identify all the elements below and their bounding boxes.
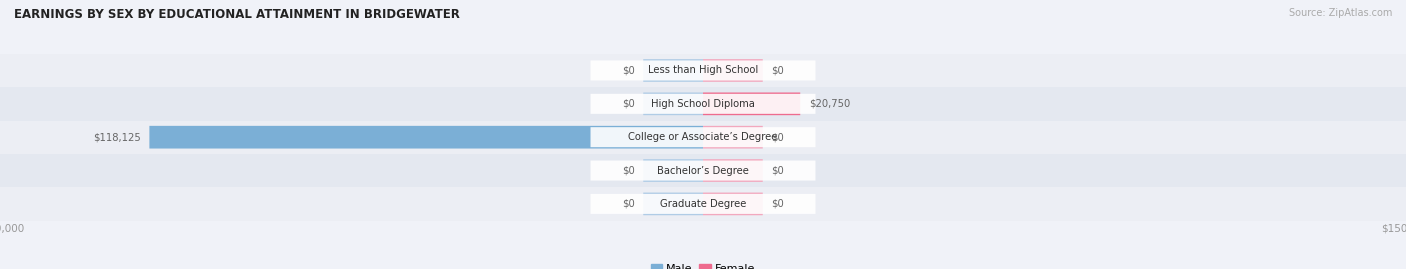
- FancyBboxPatch shape: [644, 193, 703, 215]
- FancyBboxPatch shape: [591, 161, 815, 180]
- Bar: [0, 87, 1406, 121]
- Bar: [0, 54, 1406, 87]
- FancyBboxPatch shape: [149, 126, 703, 148]
- FancyBboxPatch shape: [644, 59, 703, 82]
- FancyBboxPatch shape: [591, 94, 815, 114]
- FancyBboxPatch shape: [644, 159, 703, 182]
- Text: $0: $0: [772, 199, 785, 209]
- Text: $0: $0: [621, 199, 636, 209]
- Text: Less than High School: Less than High School: [648, 65, 758, 76]
- Text: Graduate Degree: Graduate Degree: [659, 199, 747, 209]
- FancyBboxPatch shape: [591, 194, 815, 214]
- FancyBboxPatch shape: [591, 61, 815, 80]
- FancyBboxPatch shape: [703, 59, 762, 82]
- FancyBboxPatch shape: [644, 93, 703, 115]
- Text: $0: $0: [772, 65, 785, 76]
- FancyBboxPatch shape: [703, 193, 762, 215]
- Text: Bachelor’s Degree: Bachelor’s Degree: [657, 165, 749, 176]
- Bar: [0, 121, 1406, 154]
- Text: $0: $0: [621, 165, 636, 176]
- FancyBboxPatch shape: [591, 127, 815, 147]
- Legend: Male, Female: Male, Female: [647, 259, 759, 269]
- Text: College or Associate’s Degree: College or Associate’s Degree: [628, 132, 778, 142]
- Text: $20,750: $20,750: [808, 99, 851, 109]
- Text: High School Diploma: High School Diploma: [651, 99, 755, 109]
- Bar: [0, 154, 1406, 187]
- Text: $0: $0: [772, 165, 785, 176]
- Text: $0: $0: [772, 132, 785, 142]
- Text: EARNINGS BY SEX BY EDUCATIONAL ATTAINMENT IN BRIDGEWATER: EARNINGS BY SEX BY EDUCATIONAL ATTAINMEN…: [14, 8, 460, 21]
- FancyBboxPatch shape: [703, 93, 800, 115]
- FancyBboxPatch shape: [703, 159, 762, 182]
- Text: $0: $0: [621, 99, 636, 109]
- FancyBboxPatch shape: [703, 126, 762, 148]
- Bar: [0, 187, 1406, 221]
- Text: $0: $0: [621, 65, 636, 76]
- Text: Source: ZipAtlas.com: Source: ZipAtlas.com: [1288, 8, 1392, 18]
- Text: $118,125: $118,125: [93, 132, 141, 142]
